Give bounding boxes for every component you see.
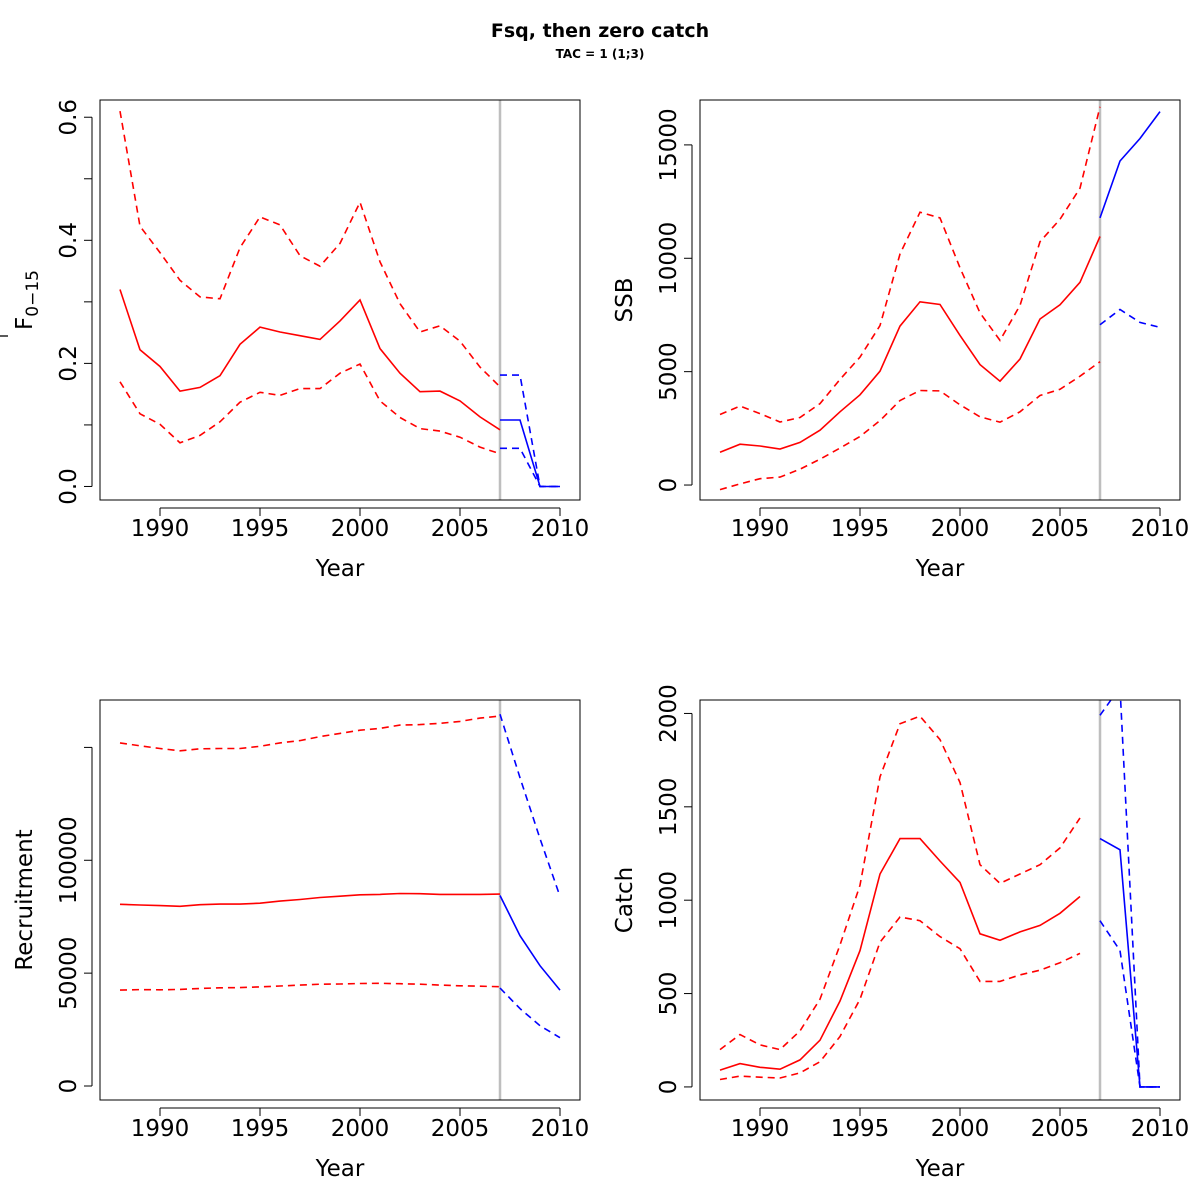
y-axis-label-subscript: 0−15 [23, 270, 43, 317]
y-tick-label: 15000 [656, 108, 682, 181]
y-tick-label: 100000 [56, 816, 82, 904]
x-tick-label: 1995 [231, 516, 290, 542]
y-tick-label: 10000 [656, 222, 682, 295]
x-tick-label: 1995 [231, 1116, 290, 1142]
x-tick-label: 1995 [831, 1116, 890, 1142]
projection-upper-line [500, 374, 560, 488]
y-tick-label: 5000 [656, 342, 682, 401]
historic-lower-line [719, 361, 1101, 491]
series-group [119, 713, 561, 1039]
projection-median-line [500, 419, 560, 488]
historic-median-line [119, 892, 501, 908]
historic-median-line [119, 289, 501, 431]
y-tick-label: 2000 [656, 684, 682, 743]
x-tick-label: 1990 [731, 1116, 790, 1142]
x-tick-label: 2000 [331, 1116, 390, 1142]
x-axis-label: Year [315, 556, 365, 582]
panel-recruitment: 1990 1995 2000 2005 2010 Year 0 50000 100000 Recr… [12, 699, 590, 1182]
plot-frame [699, 99, 1181, 501]
projection-upper-line [499, 713, 561, 897]
y-axis-label-main: SSB [612, 278, 638, 323]
panel-f: 1990 1995 2000 2005 2010 Year 0.0 0.2 0.4 0.6 F0−1… [0, 99, 589, 582]
projection-lower-line [499, 987, 561, 1039]
y-tick-label: 0 [656, 478, 682, 493]
x-tick-label: 2010 [1131, 516, 1190, 542]
panel-ssb: 1990 1995 2000 2005 2010 Year 0 5000 10000 15000 S… [612, 99, 1190, 582]
historic-upper-line [719, 715, 1081, 1051]
y-tick-label: 50000 [56, 937, 82, 1010]
y-tick-label: 0.4 [56, 222, 82, 259]
plot-frame [99, 99, 581, 501]
x-tick-label: 2005 [431, 516, 490, 542]
series-group [719, 106, 1161, 491]
plot-frame [99, 699, 581, 1101]
series-group [119, 110, 560, 488]
plot-frame [699, 699, 1181, 1101]
projection-lower-line [1099, 920, 1160, 1088]
y-tick-label: 0 [656, 1080, 682, 1095]
y-axis-label-main: Catch [612, 867, 638, 933]
x-tick-label: 2010 [1131, 1116, 1190, 1142]
projection-median-line [499, 895, 561, 991]
projection-median-line [1099, 111, 1161, 219]
chart-title: Fsq, then zero catch [490, 20, 710, 42]
x-tick-label: 2010 [531, 1116, 590, 1142]
y-axis-label: SSB [612, 278, 638, 323]
x-tick-label: 2005 [431, 1116, 490, 1142]
historic-upper-line [119, 110, 501, 388]
x-axis-label: Year [315, 1156, 365, 1182]
y-tick-label: 500 [656, 972, 682, 1016]
y-axis-label: F0−15 [12, 270, 43, 330]
y-tick-label: 1000 [656, 871, 682, 930]
x-tick-label: 1990 [131, 1116, 190, 1142]
chart-subtitle: TAC = 1 (1;3) [555, 47, 645, 61]
x-tick-label: 2000 [331, 516, 390, 542]
series-group [719, 700, 1160, 1088]
y-tick-label: 0.2 [56, 345, 82, 382]
x-axis-label: Year [915, 1156, 965, 1182]
y-axis-label-main: Recruitment [12, 829, 38, 970]
historic-upper-line [719, 106, 1101, 423]
projection-upper-line [1099, 700, 1160, 1088]
y-axis-label: Catch [612, 867, 638, 933]
x-tick-label: 2005 [1031, 516, 1090, 542]
x-tick-label: 2000 [931, 516, 990, 542]
x-tick-label: 2000 [931, 1116, 990, 1142]
y-tick-label: 1500 [656, 778, 682, 837]
historic-lower-line [119, 362, 501, 455]
historic-upper-line [119, 715, 501, 752]
historic-median-line [719, 837, 1081, 1071]
historic-median-line [719, 236, 1101, 453]
y-tick-label: 0.6 [56, 99, 82, 136]
x-tick-label: 1995 [831, 516, 890, 542]
panel-catch: 1990 1995 2000 2005 2010 Year 0 500 1000 1500 2000… [612, 684, 1189, 1182]
x-tick-label: 2010 [531, 516, 590, 542]
y-axis-label: Recruitment [12, 829, 38, 970]
y-tick-label: 0 [56, 1079, 82, 1094]
y-tick-label: 0.0 [56, 468, 82, 505]
projection-median-line [1099, 837, 1160, 1088]
x-tick-label: 1990 [131, 516, 190, 542]
x-tick-label: 2005 [1031, 1116, 1090, 1142]
projection-lower-line [1099, 308, 1161, 329]
x-axis-label: Year [915, 556, 965, 582]
historic-lower-line [119, 982, 501, 991]
x-tick-label: 1990 [731, 516, 790, 542]
y-axis-label-main: F [12, 317, 38, 330]
historic-lower-line [719, 916, 1081, 1081]
